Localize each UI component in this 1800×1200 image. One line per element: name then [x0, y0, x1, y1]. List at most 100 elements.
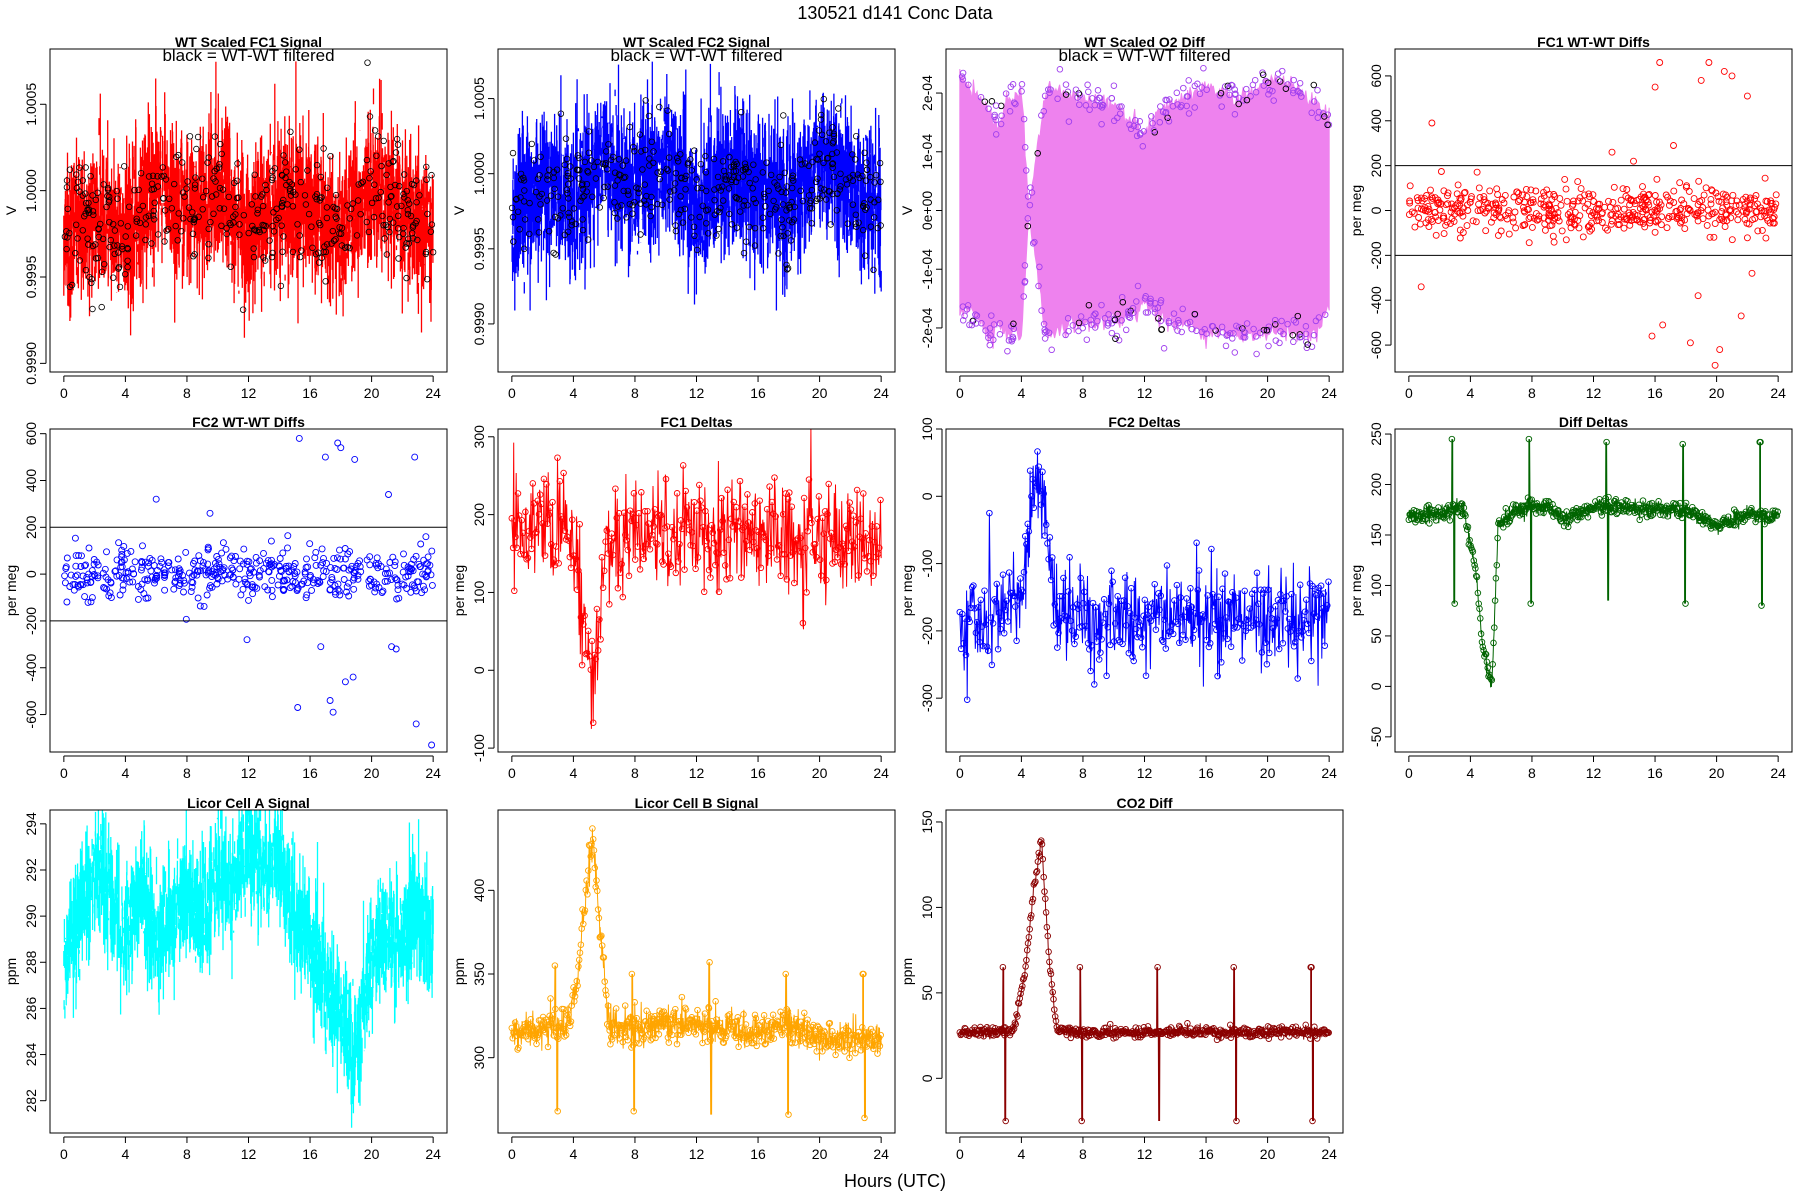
data-point [672, 180, 679, 187]
data-point [1434, 217, 1442, 225]
data-point [530, 157, 538, 164]
data-point [526, 230, 533, 238]
data-point [508, 204, 516, 212]
data-point [1193, 539, 1200, 547]
data-point [975, 604, 982, 611]
data-point [366, 174, 373, 182]
data-point [824, 510, 831, 518]
data-point [702, 507, 709, 515]
data-point [820, 1027, 828, 1035]
data-point [124, 568, 132, 576]
data-point [336, 546, 343, 554]
x-tick-label: 24 [1770, 765, 1786, 781]
data-point [203, 591, 211, 599]
data-point [1421, 512, 1428, 519]
data-point [1278, 317, 1285, 325]
data-point [520, 174, 527, 181]
y-axis-label: ppm [451, 958, 467, 985]
data-point [298, 580, 306, 588]
data-point [1031, 879, 1038, 887]
data-point [1546, 499, 1553, 506]
data-point [829, 190, 836, 198]
data-point [413, 177, 420, 184]
data-point [160, 172, 168, 180]
data-point [204, 159, 211, 166]
data-point [1483, 658, 1491, 666]
data-point [724, 486, 731, 494]
data-point [764, 1017, 772, 1025]
data-point [304, 167, 311, 174]
y-tick-label: 290 [23, 904, 39, 928]
data-point [1144, 309, 1152, 316]
data-point [600, 954, 608, 961]
x-tick-label: 24 [873, 765, 889, 781]
data-point [1444, 189, 1452, 197]
data-point [158, 558, 166, 566]
data-point [1276, 339, 1283, 347]
data-point [72, 572, 80, 580]
data-point [289, 203, 297, 210]
data-point [332, 191, 340, 199]
data-point [240, 545, 248, 553]
data-point [1631, 211, 1639, 219]
data-point [1038, 112, 1045, 119]
data-point [1487, 675, 1495, 683]
data-point [1277, 591, 1284, 598]
data-point [1189, 634, 1197, 642]
data-point [852, 518, 860, 526]
data-point [236, 557, 244, 565]
data-point [164, 225, 172, 233]
data-point [1666, 197, 1674, 205]
data-point [253, 584, 261, 592]
data-point [577, 197, 584, 205]
data-point [1205, 643, 1213, 651]
data-point [862, 177, 870, 184]
data-point [1178, 102, 1185, 109]
data-point [778, 1029, 785, 1036]
data-point [347, 565, 355, 573]
data-point [1292, 1023, 1300, 1030]
data-point [63, 184, 71, 191]
y-axis-label: ppm [899, 958, 915, 985]
data-point [1097, 649, 1104, 656]
data-point [533, 528, 540, 536]
data-point [344, 550, 352, 558]
panel-title: Licor Cell B Signal [635, 795, 759, 811]
data-point [1131, 614, 1139, 621]
y-tick-label: 600 [1368, 64, 1384, 88]
data-point [1612, 212, 1620, 220]
data-point [1475, 600, 1482, 607]
data-point [304, 563, 312, 571]
data-point [982, 327, 989, 334]
data-point [79, 227, 86, 234]
data-point [589, 719, 597, 726]
data-point [131, 558, 139, 566]
data-point [720, 197, 727, 204]
data-point [1596, 200, 1604, 208]
data-point [1106, 1020, 1114, 1028]
x-tick-label: 0 [1405, 765, 1413, 781]
data-point [511, 1019, 519, 1026]
data-point [328, 576, 336, 584]
data-point [1316, 591, 1324, 598]
data-point [196, 602, 204, 610]
data-point [646, 155, 653, 162]
data-point [422, 248, 430, 256]
data-point [688, 214, 695, 221]
data-point [750, 538, 757, 546]
data-point [621, 1002, 629, 1009]
data-point [1416, 508, 1423, 516]
data-point [199, 193, 207, 201]
data-point [375, 133, 382, 140]
data-point [569, 516, 576, 523]
data-point [1460, 504, 1468, 512]
data-point [317, 221, 324, 229]
data-point [129, 578, 137, 586]
data-point [959, 69, 967, 77]
x-tick-label: 20 [812, 1146, 828, 1162]
data-point [1229, 82, 1236, 89]
data-point [1414, 204, 1422, 212]
data-point [659, 558, 666, 565]
data-point [808, 220, 815, 227]
